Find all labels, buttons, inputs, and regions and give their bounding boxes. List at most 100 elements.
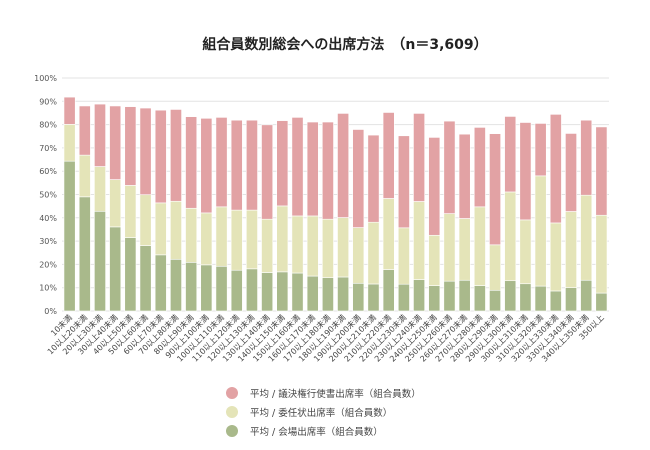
- bar-segment-series-1: [428, 234, 441, 286]
- bar-segment-series-2: [261, 124, 274, 220]
- y-tick-label: 10%: [39, 284, 57, 293]
- bar-segment-series-0: [565, 287, 577, 312]
- bar-segment-series-0: [306, 275, 319, 312]
- y-tick-label: 90%: [39, 97, 57, 106]
- legend-marker: [226, 425, 238, 437]
- bar-segment-series-1: [94, 166, 106, 212]
- y-tick-label: 0%: [44, 307, 57, 316]
- bar-segment-series-0: [337, 276, 350, 312]
- bar-segment-series-0: [276, 271, 289, 312]
- bar-segment-series-0: [413, 279, 425, 312]
- bar-segment-series-2: [428, 137, 441, 236]
- bar-segment-series-2: [565, 133, 577, 212]
- bar-segment-series-2: [595, 126, 608, 216]
- bar-segment-series-1: [519, 219, 532, 285]
- bar-segment-series-0: [458, 279, 471, 312]
- bar-segment-series-2: [534, 123, 547, 177]
- bar-segment-series-0: [261, 272, 274, 312]
- gridlines: [62, 77, 609, 312]
- bar-segment-series-0: [63, 160, 76, 312]
- bar-segment-series-2: [185, 116, 198, 209]
- bar-segment-series-2: [139, 107, 152, 196]
- bar-segment-series-1: [215, 206, 228, 267]
- bar-segment-series-2: [230, 119, 243, 211]
- bar-segment-series-0: [321, 277, 334, 312]
- bar-segment-series-2: [63, 96, 76, 125]
- bar-segment-series-1: [413, 201, 425, 280]
- bar-segment-series-0: [549, 290, 562, 312]
- bar-segment-series-2: [413, 113, 425, 202]
- legend: 平均 / 議決権行使書出席率（組合員数） 平均 / 委任状出席率（組合員数） 平均 …: [226, 387, 421, 438]
- bar-segment-series-2: [124, 106, 137, 186]
- bar-segment-series-2: [397, 135, 410, 229]
- bar-segment-series-1: [595, 214, 608, 294]
- bar-segment-series-0: [504, 280, 517, 312]
- y-tick-label: 50%: [39, 191, 57, 200]
- legend-label: 平均 / 委任状出席率（組合員数）: [250, 407, 392, 419]
- bar-segment-series-0: [397, 283, 410, 312]
- bar-segment-series-0: [170, 258, 182, 312]
- y-tick-label: 80%: [39, 121, 57, 130]
- y-tick-label: 60%: [39, 167, 57, 176]
- bar-segment-series-0: [367, 283, 380, 312]
- y-tick-label: 70%: [39, 144, 57, 153]
- bar-segment-series-2: [109, 105, 122, 180]
- y-axis: 0% 10% 20% 30% 40% 50% 60% 70% 80% 90% 100%: [34, 74, 57, 316]
- bar-segment-series-2: [549, 114, 562, 224]
- legend-label: 平均 / 議決権行使書出席率（組合員数）: [250, 388, 421, 400]
- bar-segment-series-1: [306, 215, 319, 277]
- bar-segment-series-0: [200, 264, 213, 312]
- bar-segment-series-1: [246, 209, 258, 270]
- legend-marker: [226, 406, 238, 418]
- bar-segment-series-2: [489, 133, 501, 246]
- bar-segment-series-2: [504, 116, 517, 193]
- bar-segment-series-1: [337, 217, 350, 278]
- bar-segment-series-0: [489, 289, 501, 312]
- bar-segment-series-0: [215, 265, 228, 312]
- bar-segment-series-0: [534, 285, 547, 312]
- bar-segment-series-2: [276, 120, 289, 207]
- bar-segment-series-2: [443, 120, 456, 214]
- y-tick-label: 30%: [39, 237, 57, 246]
- bar-segment-series-1: [230, 209, 243, 271]
- bar-segment-series-1: [397, 227, 410, 285]
- bar-segment-series-2: [94, 103, 106, 167]
- y-tick-label: 20%: [39, 260, 57, 269]
- bar-segment-series-1: [63, 124, 76, 162]
- bar-segment-series-1: [109, 179, 122, 228]
- bar-segment-series-0: [94, 210, 106, 312]
- bar-segment-series-2: [519, 122, 532, 221]
- bar-segment-series-0: [78, 196, 91, 312]
- bar-segment-series-1: [154, 202, 167, 256]
- bar-segment-series-1: [473, 206, 486, 286]
- bar-segment-series-2: [154, 109, 167, 204]
- bar-segment-series-2: [291, 117, 304, 217]
- y-tick-label: 100%: [34, 74, 57, 83]
- bar-segment-series-1: [534, 175, 547, 287]
- bar-segment-series-0: [382, 269, 395, 312]
- bar-segment-series-0: [443, 280, 456, 312]
- bar-segment-series-1: [580, 194, 593, 281]
- bar-segment-series-2: [170, 109, 182, 202]
- bar-segment-series-1: [291, 215, 304, 274]
- bar-segment-series-1: [443, 213, 456, 282]
- bar-segment-series-2: [382, 112, 395, 199]
- bar-segment-series-0: [139, 245, 152, 312]
- bar-segment-series-0: [580, 279, 593, 312]
- bar-segment-series-2: [337, 113, 350, 218]
- bar-segment-series-0: [352, 282, 365, 312]
- bar-segment-series-1: [458, 218, 471, 281]
- bar-segment-series-1: [352, 227, 365, 284]
- bar-segment-series-2: [352, 129, 365, 228]
- bar-segment-series-1: [124, 185, 137, 238]
- legend-label: 平均 / 会場出席率（組合員数）: [250, 426, 383, 438]
- bar-segment-series-2: [246, 119, 258, 211]
- bar-segment-series-2: [321, 121, 334, 220]
- bar-segment-series-1: [276, 205, 289, 273]
- bar-segment-series-0: [246, 268, 258, 312]
- bar-segment-series-0: [473, 285, 486, 312]
- bar-segment-series-1: [200, 212, 213, 266]
- chart-title: 組合員数別総会への出席方法 （n＝3,609）: [202, 36, 487, 53]
- bar-segment-series-0: [230, 269, 243, 312]
